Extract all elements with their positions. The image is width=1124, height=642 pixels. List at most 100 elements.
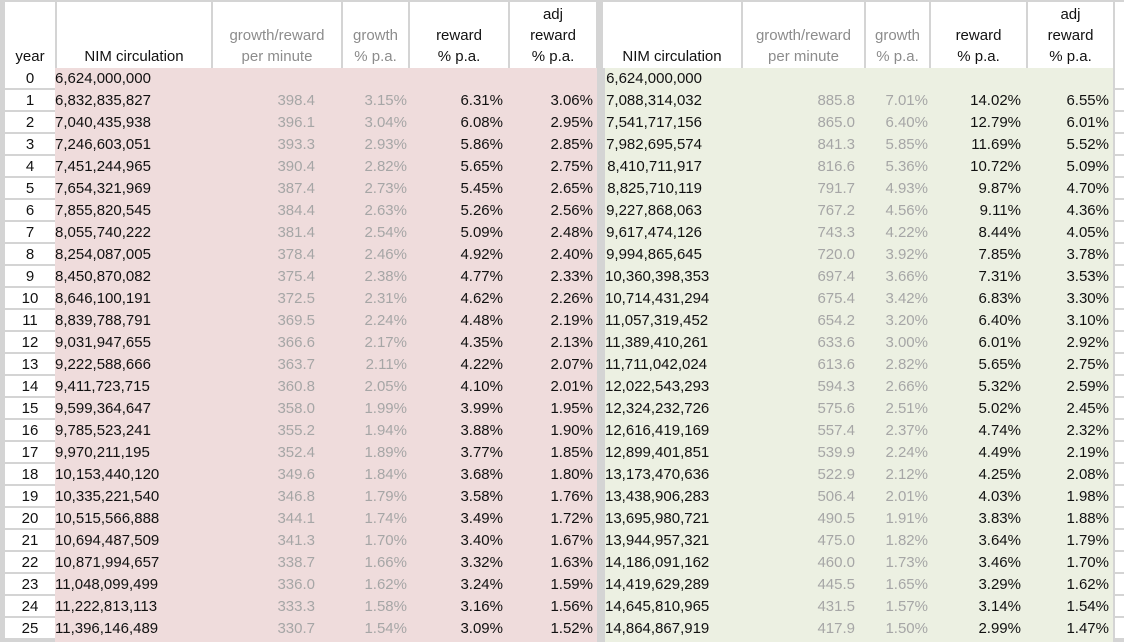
left-reward-cell[interactable]: 3.09% — [460, 620, 503, 637]
right-reward-cell[interactable]: 11.69% — [971, 136, 1021, 153]
right-circulation-cell[interactable]: 9,994,865,645 — [606, 246, 702, 263]
right-growth-cell[interactable]: 3.42% — [885, 290, 928, 307]
right-per-minute-cell[interactable]: 697.4 — [817, 268, 855, 285]
left-reward-cell[interactable]: 4.62% — [460, 290, 503, 307]
year-cell[interactable]: 6 — [5, 200, 55, 222]
left-reward-cell[interactable]: 3.58% — [460, 488, 503, 505]
right-adj-reward-cell[interactable]: 1.70% — [1066, 554, 1109, 571]
right-circulation-cell[interactable]: 7,541,717,156 — [606, 114, 702, 131]
right-growth-cell[interactable]: 4.56% — [885, 202, 928, 219]
right-adj-reward-cell[interactable]: 4.36% — [1066, 202, 1109, 219]
offscreen-column-cell[interactable] — [1115, 442, 1124, 462]
left-growth-cell[interactable]: 1.89% — [364, 444, 407, 461]
right-reward-cell[interactable]: 4.74% — [978, 422, 1021, 439]
left-circulation-cell[interactable]: 8,055,740,222 — [55, 224, 151, 241]
header-offscreen-column[interactable] — [1115, 2, 1124, 68]
left-adj-reward-cell[interactable]: 1.76% — [550, 488, 593, 505]
year-cell[interactable]: 7 — [5, 222, 55, 244]
right-circulation-cell[interactable]: 8,410,711,917 — [607, 158, 702, 175]
offscreen-column-cell[interactable] — [1115, 398, 1124, 418]
left-reward-cell[interactable]: 4.35% — [460, 334, 503, 351]
right-growth-cell[interactable]: 5.36% — [885, 158, 928, 175]
right-growth-cell[interactable]: 3.20% — [885, 312, 928, 329]
right-circulation-cell[interactable]: 7,088,314,032 — [606, 92, 702, 109]
right-reward-cell[interactable]: 8.44% — [978, 224, 1021, 241]
header-left-adj-reward[interactable]: adj reward % p.a. — [510, 2, 596, 68]
left-growth-cell[interactable]: 2.46% — [364, 246, 407, 263]
left-circulation-cell[interactable]: 7,451,244,965 — [55, 158, 151, 175]
right-per-minute-cell[interactable]: 431.5 — [817, 598, 855, 615]
right-growth-cell[interactable]: 1.57% — [885, 598, 928, 615]
right-growth-cell[interactable]: 2.12% — [885, 466, 928, 483]
year-cell[interactable]: 23 — [5, 574, 55, 596]
left-adj-reward-cell[interactable]: 2.19% — [550, 312, 593, 329]
year-cell[interactable]: 13 — [5, 354, 55, 376]
left-growth-cell[interactable]: 2.38% — [364, 268, 407, 285]
left-per-minute-cell[interactable]: 336.0 — [277, 576, 315, 593]
right-circulation-cell[interactable]: 11,389,410,261 — [605, 334, 709, 351]
left-growth-cell[interactable]: 2.31% — [364, 290, 407, 307]
left-circulation-cell[interactable]: 8,450,870,082 — [55, 268, 151, 285]
right-adj-reward-cell[interactable]: 1.79% — [1066, 532, 1109, 549]
left-growth-cell[interactable]: 3.15% — [364, 92, 407, 109]
left-per-minute-cell[interactable]: 384.4 — [277, 202, 315, 219]
right-reward-cell[interactable]: 3.46% — [978, 554, 1021, 571]
left-reward-cell[interactable]: 6.31% — [460, 92, 503, 109]
left-per-minute-cell[interactable]: 378.4 — [277, 246, 315, 263]
left-adj-reward-cell[interactable]: 2.13% — [550, 334, 593, 351]
year-cell[interactable]: 11 — [5, 310, 55, 332]
right-circulation-cell[interactable]: 11,711,042,024 — [605, 356, 708, 373]
right-growth-cell[interactable]: 6.40% — [885, 114, 928, 131]
left-reward-cell[interactable]: 4.10% — [460, 378, 503, 395]
offscreen-column-cell[interactable] — [1115, 354, 1124, 374]
year-cell[interactable]: 21 — [5, 530, 55, 552]
right-growth-cell[interactable]: 1.82% — [885, 532, 928, 549]
header-left-per-minute[interactable]: growth/reward per minute — [213, 2, 341, 68]
right-adj-reward-cell[interactable]: 3.30% — [1066, 290, 1109, 307]
right-per-minute-cell[interactable]: 417.9 — [817, 620, 855, 637]
right-adj-reward-cell[interactable]: 6.55% — [1066, 92, 1109, 109]
right-per-minute-cell[interactable]: 720.0 — [817, 246, 855, 263]
left-adj-reward-cell[interactable]: 3.06% — [550, 92, 593, 109]
left-growth-cell[interactable]: 2.93% — [364, 136, 407, 153]
right-per-minute-cell[interactable]: 594.3 — [817, 378, 855, 395]
left-circulation-cell[interactable]: 10,515,566,888 — [55, 510, 160, 527]
offscreen-column-cell[interactable] — [1115, 68, 1124, 88]
left-growth-cell[interactable]: 2.17% — [364, 334, 407, 351]
header-right-adj-reward[interactable]: adj reward % p.a. — [1028, 2, 1113, 68]
year-cell[interactable]: 14 — [5, 376, 55, 398]
right-per-minute-cell[interactable]: 539.9 — [817, 444, 855, 461]
left-circulation-cell[interactable]: 8,646,100,191 — [55, 290, 151, 307]
offscreen-column-cell[interactable] — [1115, 508, 1124, 528]
right-adj-reward-cell[interactable]: 4.70% — [1066, 180, 1109, 197]
left-circulation-cell[interactable]: 6,832,835,827 — [55, 92, 151, 109]
year-cell[interactable]: 10 — [5, 288, 55, 310]
left-adj-reward-cell[interactable]: 2.07% — [550, 356, 593, 373]
right-reward-cell[interactable]: 4.49% — [978, 444, 1021, 461]
left-per-minute-cell[interactable]: 369.5 — [277, 312, 315, 329]
left-per-minute-cell[interactable]: 341.3 — [277, 532, 315, 549]
left-per-minute-cell[interactable]: 355.2 — [277, 422, 315, 439]
offscreen-column-cell[interactable] — [1115, 574, 1124, 594]
right-adj-reward-cell[interactable]: 2.75% — [1066, 356, 1109, 373]
right-circulation-cell[interactable]: 12,022,543,293 — [605, 378, 710, 395]
year-cell[interactable]: 2 — [5, 112, 55, 134]
left-growth-cell[interactable]: 1.54% — [364, 620, 407, 637]
right-growth-cell[interactable]: 4.93% — [885, 180, 928, 197]
left-per-minute-cell[interactable]: 366.6 — [277, 334, 315, 351]
left-circulation-cell[interactable]: 10,153,440,120 — [55, 466, 160, 483]
left-per-minute-cell[interactable]: 372.5 — [277, 290, 315, 307]
left-reward-cell[interactable]: 3.77% — [460, 444, 503, 461]
left-per-minute-cell[interactable]: 360.8 — [277, 378, 315, 395]
right-adj-reward-cell[interactable]: 1.54% — [1066, 598, 1109, 615]
left-growth-cell[interactable]: 1.62% — [364, 576, 407, 593]
left-adj-reward-cell[interactable]: 2.01% — [550, 378, 593, 395]
right-reward-cell[interactable]: 14.02% — [970, 92, 1021, 109]
right-circulation-cell[interactable]: 13,695,980,721 — [605, 510, 710, 527]
right-reward-cell[interactable]: 10.72% — [970, 158, 1021, 175]
left-adj-reward-cell[interactable]: 1.56% — [550, 598, 593, 615]
left-per-minute-cell[interactable]: 344.1 — [277, 510, 315, 527]
right-circulation-cell[interactable]: 9,617,474,126 — [606, 224, 702, 241]
year-cell[interactable]: 0 — [5, 68, 55, 90]
year-cell[interactable]: 24 — [5, 596, 55, 618]
